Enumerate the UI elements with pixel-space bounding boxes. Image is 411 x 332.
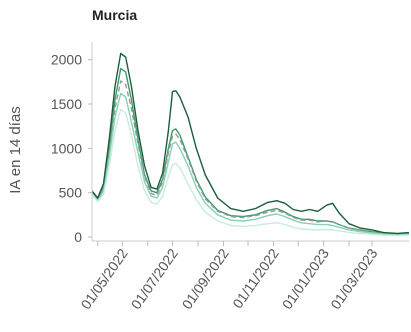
- x-tick-label: 01/07/2022: [128, 245, 181, 312]
- x-tick-label: 01/03/2023: [327, 245, 380, 312]
- x-tick-label: 01/01/2023: [279, 245, 332, 312]
- y-tick-label: 1500: [51, 96, 82, 112]
- series-line-3: [91, 80, 410, 235]
- y-tick-label: 0: [74, 229, 82, 245]
- chart-title: Murcia: [92, 7, 138, 23]
- series-line-1: [91, 52, 410, 235]
- x-tick-label: 01/11/2022: [229, 245, 282, 311]
- y-tick-label: 500: [59, 185, 83, 201]
- series-layer: [91, 52, 410, 237]
- y-tick-label: 2000: [51, 52, 82, 68]
- y-axis-title: IA en 14 días: [7, 106, 24, 194]
- series-line-5: [91, 108, 410, 237]
- y-tick-label: 1000: [51, 140, 82, 156]
- series-line-4: [91, 92, 410, 236]
- x-tick-label: 01/05/2022: [78, 245, 131, 312]
- x-tick-label: 01/09/2022: [179, 245, 232, 312]
